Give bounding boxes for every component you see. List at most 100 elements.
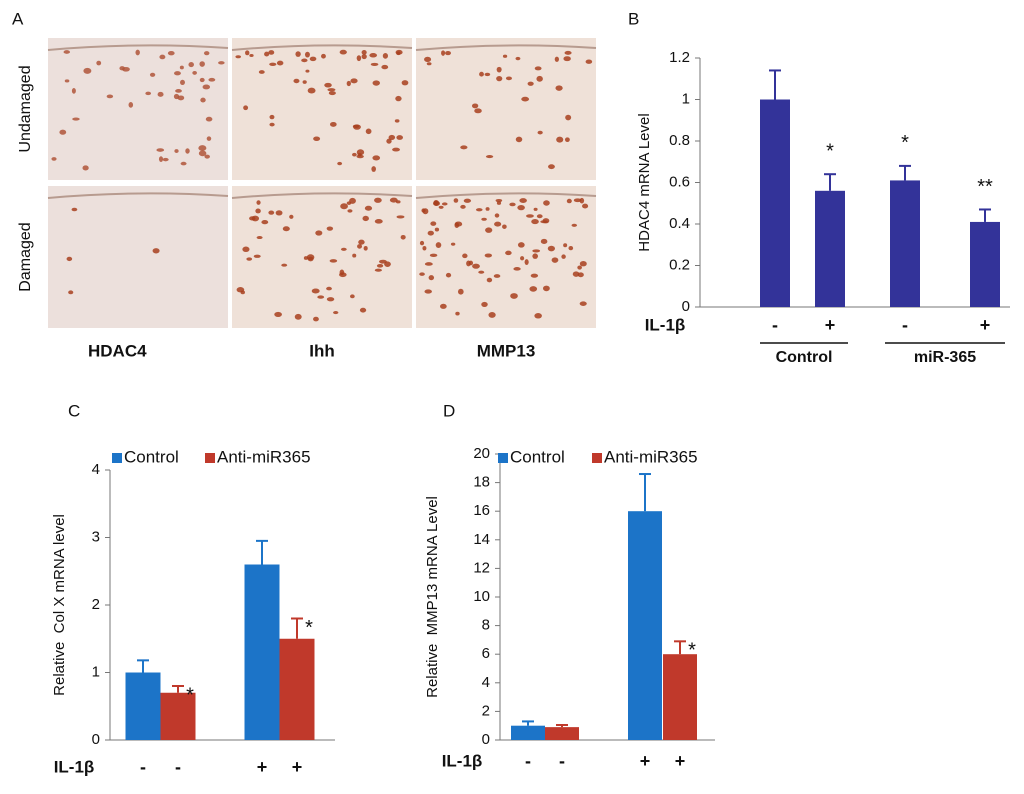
stain-dot [276,60,284,66]
stain-dot [365,128,372,135]
stain-dot [361,50,367,55]
stain-dot [460,204,466,209]
stain-dot [395,95,402,102]
group-label: Control [776,349,833,366]
y-tick-label: 20 [473,445,490,462]
stain-dot [68,290,74,295]
stain-dot [192,70,197,75]
stain-dot [199,61,205,67]
legend-label: Control [124,447,179,466]
stain-dot [304,51,310,58]
stain-dot [369,53,378,58]
stain-dot [208,77,216,82]
stain-dot [579,260,587,267]
y-tick-label: 0.2 [669,256,690,273]
stain-dot [484,253,493,258]
stain-image [232,38,412,180]
stain-dot [475,208,483,212]
stain-dot [106,94,114,99]
stain-dot [495,198,503,203]
stain-dot [205,116,213,122]
stain-dot [527,81,534,86]
legend-swatch [112,453,122,463]
stain-dot [128,101,134,108]
stain-dot [200,97,206,103]
stain-dot [261,219,269,225]
stain-dot [59,129,67,135]
stain-dot [454,221,463,227]
stain-dot [579,301,587,306]
y-tick-label: 8 [482,617,490,634]
x-axis-label: IL-1β [442,751,483,770]
stain-dot [249,53,254,57]
stain-dot [295,51,301,57]
stain-dot [203,51,210,56]
stain-dot [156,148,165,152]
stain-dot [326,286,332,291]
stain-dot [540,238,548,244]
stain-dot [177,95,185,101]
legend-label: Anti-miR365 [217,447,311,466]
stain-dot [502,54,508,58]
stain-dot [533,207,538,211]
stain-dot [542,218,550,224]
bar [244,564,280,740]
stain-dot [485,227,493,233]
legend-swatch [205,453,215,463]
stain-dot [340,247,347,251]
stain-dot [352,152,357,157]
stain-dot [145,91,152,96]
y-tick-label: 0.8 [669,132,690,149]
stain-dot [358,239,365,245]
y-tick-label: 12 [473,559,490,576]
error-bar [979,208,991,222]
stain-dot [363,246,368,251]
x-tick-label: - [772,315,778,335]
x-tick-label: - [140,757,146,777]
stain-dot [435,242,442,248]
stain-dot [542,285,550,292]
stain-dot [356,149,365,156]
row-label: Damaged [17,222,34,291]
bar [628,511,662,740]
stain-dot [333,311,339,315]
y-tick-label: 0 [92,731,100,748]
stain-dot [119,66,125,71]
stain-dot [376,263,384,268]
stain-dot [572,271,580,277]
stain-dot [382,53,389,59]
stain-dot [281,263,288,267]
stain-dot [494,221,502,227]
stain-dot [389,197,398,203]
error-bar [824,173,836,191]
stain-dot [548,164,555,170]
stain-dot [198,150,207,157]
stain-dot [440,303,447,309]
y-tick-label: 18 [473,474,490,491]
error-bar [639,473,651,512]
x-axis-label: IL-1β [645,315,686,334]
stain-dot [488,311,496,318]
stain-dot [453,198,459,203]
stain-dot [66,256,73,262]
legend-swatch [498,453,508,463]
stain-dot [566,198,572,204]
stain-dot [441,50,446,56]
stain-dot [472,263,480,269]
stain-dot [357,244,363,249]
stain-dot [264,51,270,57]
stain-dot [302,80,307,84]
stain-dot [243,105,249,111]
stain-dot [317,295,325,299]
stain-dot [493,274,501,278]
stain-dot [396,215,405,219]
stain-dot [313,136,321,142]
stain-dot [520,256,525,261]
bar [511,725,545,740]
stain-dot [474,108,482,114]
stain-dot [485,207,490,211]
legend-swatch [592,453,602,463]
stain-dot [530,273,539,278]
stain-dot [346,201,352,205]
stain-dot [571,223,578,227]
